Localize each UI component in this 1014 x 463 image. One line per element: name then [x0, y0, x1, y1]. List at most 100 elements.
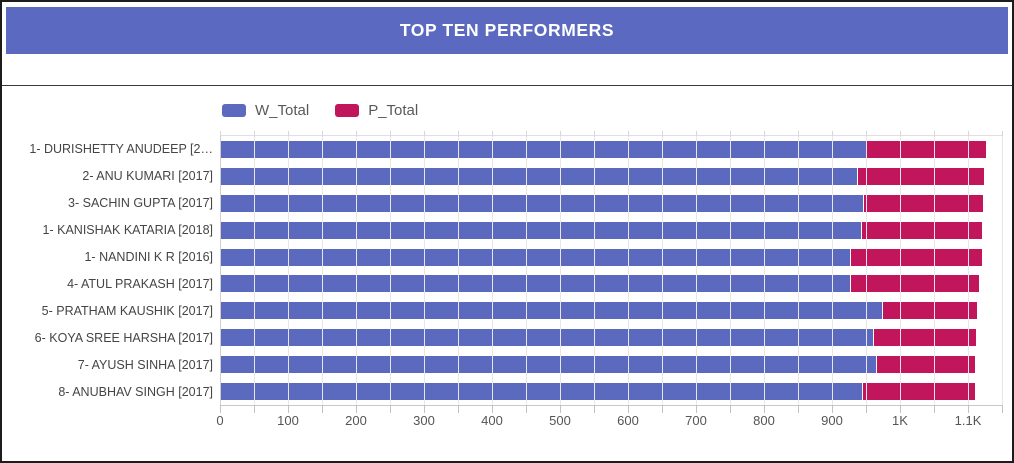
bar-segment-p_total[interactable] — [850, 248, 982, 266]
x-axis-label: 700 — [685, 413, 707, 428]
bar-segment-p_total[interactable] — [881, 302, 977, 320]
axis-tick-bottom — [526, 405, 527, 413]
bar-segment-p_total[interactable] — [857, 167, 985, 185]
x-axis-label: 500 — [549, 413, 571, 428]
legend-item-w-total[interactable]: W_Total — [222, 102, 309, 119]
x-axis-label: 600 — [617, 413, 639, 428]
axis-tick-bottom — [390, 405, 391, 413]
gridline — [1002, 136, 1003, 405]
gridline — [356, 136, 357, 405]
axis-tick-top — [866, 131, 867, 136]
bar-segment-p_total[interactable] — [873, 329, 977, 347]
axis-tick-top — [356, 131, 357, 136]
bar-segment-w_total[interactable] — [220, 248, 851, 266]
y-axis-label: 5- PRATHAM KAUSHIK [2017] — [41, 304, 213, 319]
axis-tick-top — [934, 131, 935, 136]
axis-tick-bottom — [356, 405, 357, 413]
bar-segment-p_total[interactable] — [860, 221, 983, 239]
axis-tick-bottom — [220, 405, 221, 413]
y-axis-label: 6- KOYA SREE HARSHA [2017] — [34, 331, 213, 346]
axis-tick-top — [492, 131, 493, 136]
axis-tick-top — [458, 131, 459, 136]
bar-segment-w_total[interactable] — [220, 302, 882, 320]
bar-segment-p_total[interactable] — [863, 194, 983, 212]
x-axis-label: 200 — [345, 413, 367, 428]
axis-tick-bottom — [797, 405, 799, 413]
axis-tick-bottom — [934, 405, 935, 413]
gridline — [220, 136, 221, 405]
y-axis-label: 3- SACHIN GUPTA [2017] — [68, 195, 213, 210]
x-axis-label: 100 — [277, 413, 299, 428]
y-axis-label: 2- ANU KUMARI [2017] — [82, 168, 213, 183]
axis-tick-top — [968, 131, 969, 136]
axis-tick-top — [797, 131, 799, 136]
axis-tick-bottom — [968, 405, 969, 413]
axis-tick-bottom — [696, 405, 697, 413]
axis-tick-top — [628, 131, 629, 136]
axis-tick-bottom — [322, 405, 323, 413]
x-axis-label: 300 — [413, 413, 435, 428]
stacked-bar — [220, 221, 1002, 239]
axis-tick-bottom — [832, 405, 833, 413]
axis-tick-bottom — [662, 405, 663, 413]
axis-tick-top — [730, 131, 731, 136]
gridline — [288, 136, 289, 405]
axis-tick-bottom — [900, 405, 901, 413]
plot-area — [220, 131, 1003, 413]
axis-tick-bottom — [866, 405, 867, 413]
legend-label-w-total: W_Total — [255, 102, 310, 119]
bar-segment-w_total[interactable] — [220, 194, 864, 212]
axis-tick-top — [254, 131, 255, 136]
gridline — [458, 136, 459, 405]
stacked-bar — [220, 302, 1002, 320]
bar-segment-w_total[interactable] — [220, 167, 858, 185]
gridline — [390, 136, 391, 405]
bar-segment-p_total[interactable] — [849, 275, 979, 293]
bar-segment-p_total[interactable] — [875, 356, 976, 374]
x-axis-label: 1K — [892, 413, 908, 428]
bar-segment-w_total[interactable] — [220, 221, 861, 239]
bar-row — [220, 378, 1002, 405]
axis-tick-top — [526, 131, 527, 136]
axis-tick-top — [560, 131, 561, 136]
bar-row — [220, 217, 1002, 244]
bar-row — [220, 163, 1002, 190]
stacked-bar — [220, 167, 1002, 185]
bar-segment-w_total[interactable] — [220, 275, 850, 293]
bar-segment-w_total[interactable] — [220, 140, 866, 158]
gridline — [424, 136, 425, 405]
axis-tick-top — [390, 131, 391, 136]
axis-tick-top — [220, 131, 221, 136]
p-total-swatch-icon — [335, 104, 360, 117]
x-axis-label: 0 — [216, 413, 224, 428]
axis-tick-bottom — [628, 405, 629, 413]
axis-tick-bottom — [492, 405, 493, 413]
y-axis-label: 1- NANDINI K R [2016] — [84, 249, 213, 264]
legend-item-p-total[interactable]: P_Total — [335, 102, 418, 119]
y-axis-label: 8- ANUBHAV SINGH [2017] — [58, 385, 213, 400]
axis-tick-top — [322, 131, 323, 136]
gridline — [492, 136, 493, 405]
bar-segment-w_total[interactable] — [220, 329, 874, 347]
y-axis-label: 7- AYUSH SINHA [2017] — [77, 358, 213, 373]
stacked-bar — [220, 140, 1002, 158]
axis-tick-top — [662, 131, 663, 136]
gridline — [560, 136, 561, 405]
gridline — [764, 136, 765, 405]
bar-segment-w_total[interactable] — [220, 356, 876, 374]
header-banner: TOP TEN PERFORMERS — [6, 7, 1008, 54]
gridline — [662, 136, 663, 405]
bar-rows — [220, 136, 1002, 405]
bar-segment-p_total[interactable] — [861, 383, 975, 401]
x-axis-label: 900 — [821, 413, 843, 428]
bar-segment-w_total[interactable] — [220, 383, 862, 401]
gridline — [900, 136, 901, 405]
x-axis-label: 400 — [481, 413, 503, 428]
y-axis-labels: 1- DURISHETTY ANUDEEP [2… 2- ANU KUMARI [… — [2, 135, 213, 406]
x-axis-label: 800 — [753, 413, 775, 428]
axis-tick-top — [424, 131, 425, 136]
gridline — [934, 136, 935, 405]
gridline — [254, 136, 255, 405]
stacked-bar — [220, 194, 1002, 212]
